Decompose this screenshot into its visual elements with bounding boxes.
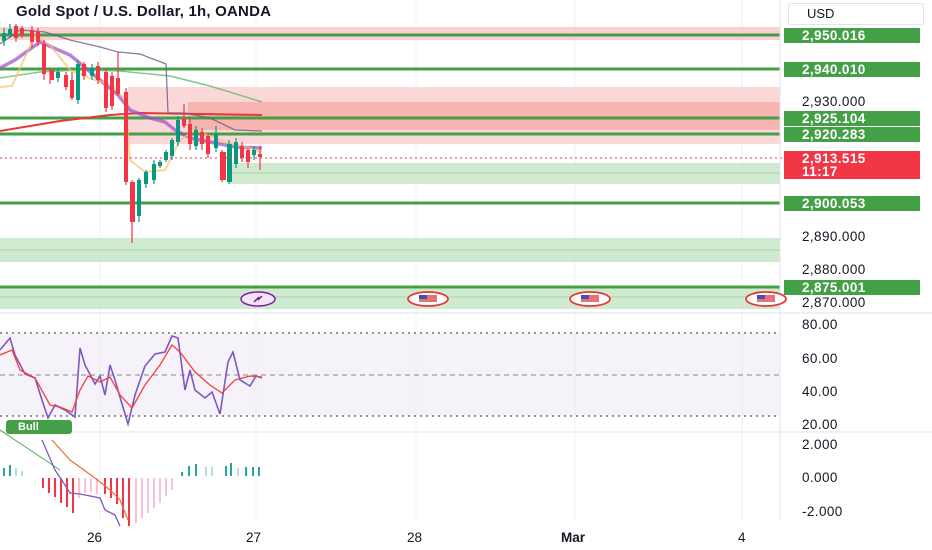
rsi-axis-label: 20.00 bbox=[802, 417, 838, 432]
price-label: 2,930.000 bbox=[802, 94, 866, 109]
macd-axis-label: 0.000 bbox=[802, 470, 838, 485]
rsi-axis-label: 80.00 bbox=[802, 317, 838, 332]
price-label: 2,880.000 bbox=[802, 262, 866, 277]
level-tag: 2,875.001 bbox=[784, 280, 920, 295]
chart-title: Gold Spot / U.S. Dollar, 1h, OANDA bbox=[16, 3, 272, 20]
candles bbox=[2, 24, 262, 243]
date-label: 4 bbox=[738, 530, 746, 545]
date-label: 27 bbox=[246, 530, 262, 545]
level-tag: 2,925.104 bbox=[784, 111, 920, 126]
currency-selector[interactable]: USD bbox=[788, 3, 924, 25]
macd-axis-label: 2.000 bbox=[802, 437, 838, 452]
level-tag: 2,940.010 bbox=[784, 62, 920, 77]
rsi-axis-label: 60.00 bbox=[802, 351, 838, 366]
macd-axis-label: -2.000 bbox=[802, 504, 843, 519]
bull-signal-badge: Bull bbox=[6, 420, 72, 434]
price-label: 2,870.000 bbox=[802, 295, 866, 310]
current-price-value: 2,913.515 bbox=[802, 151, 866, 166]
date-label: 28 bbox=[407, 530, 423, 545]
level-tag: 2,900.053 bbox=[784, 196, 920, 211]
macd-pane bbox=[0, 429, 260, 527]
level-tag: 2,920.283 bbox=[784, 127, 920, 142]
level-tag: 2,950.016 bbox=[784, 28, 920, 43]
date-label-month: Mar bbox=[561, 530, 586, 545]
date-label: 26 bbox=[87, 530, 103, 545]
rsi-pane bbox=[0, 332, 780, 428]
current-price-tag: 2,913.515 11:17 bbox=[784, 151, 920, 179]
price-label: 2,890.000 bbox=[802, 229, 866, 244]
bar-countdown: 11:17 bbox=[802, 164, 838, 179]
rsi-axis-label: 40.00 bbox=[802, 384, 838, 399]
